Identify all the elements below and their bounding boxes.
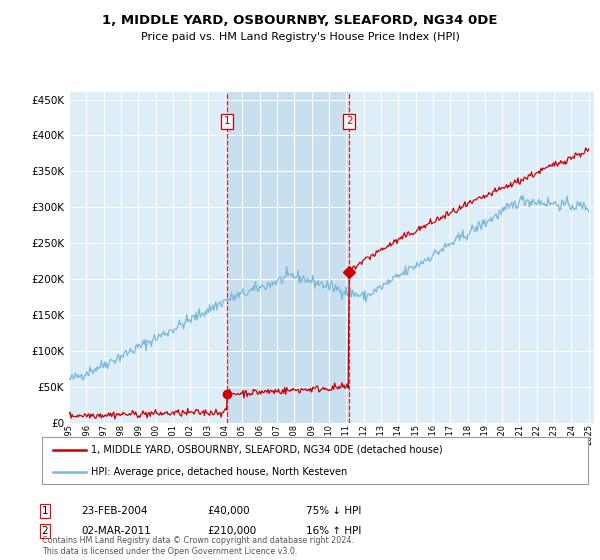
Text: 02-MAR-2011: 02-MAR-2011 xyxy=(81,526,151,536)
Text: 1, MIDDLE YARD, OSBOURNBY, SLEAFORD, NG34 0DE: 1, MIDDLE YARD, OSBOURNBY, SLEAFORD, NG3… xyxy=(102,14,498,27)
Bar xyxy=(227,92,349,423)
Text: Price paid vs. HM Land Registry's House Price Index (HPI): Price paid vs. HM Land Registry's House … xyxy=(140,32,460,43)
Text: 2: 2 xyxy=(41,526,49,536)
Text: 1: 1 xyxy=(41,506,49,516)
Text: 1: 1 xyxy=(224,116,230,126)
Text: Contains HM Land Registry data © Crown copyright and database right 2024.
This d: Contains HM Land Registry data © Crown c… xyxy=(42,536,354,556)
Text: 16% ↑ HPI: 16% ↑ HPI xyxy=(306,526,361,536)
Text: £210,000: £210,000 xyxy=(207,526,256,536)
Text: 23-FEB-2004: 23-FEB-2004 xyxy=(81,506,148,516)
Text: 1, MIDDLE YARD, OSBOURNBY, SLEAFORD, NG34 0DE (detached house): 1, MIDDLE YARD, OSBOURNBY, SLEAFORD, NG3… xyxy=(91,445,443,455)
Text: £40,000: £40,000 xyxy=(207,506,250,516)
Text: 75% ↓ HPI: 75% ↓ HPI xyxy=(306,506,361,516)
Text: 2: 2 xyxy=(346,116,352,126)
Text: HPI: Average price, detached house, North Kesteven: HPI: Average price, detached house, Nort… xyxy=(91,466,347,477)
